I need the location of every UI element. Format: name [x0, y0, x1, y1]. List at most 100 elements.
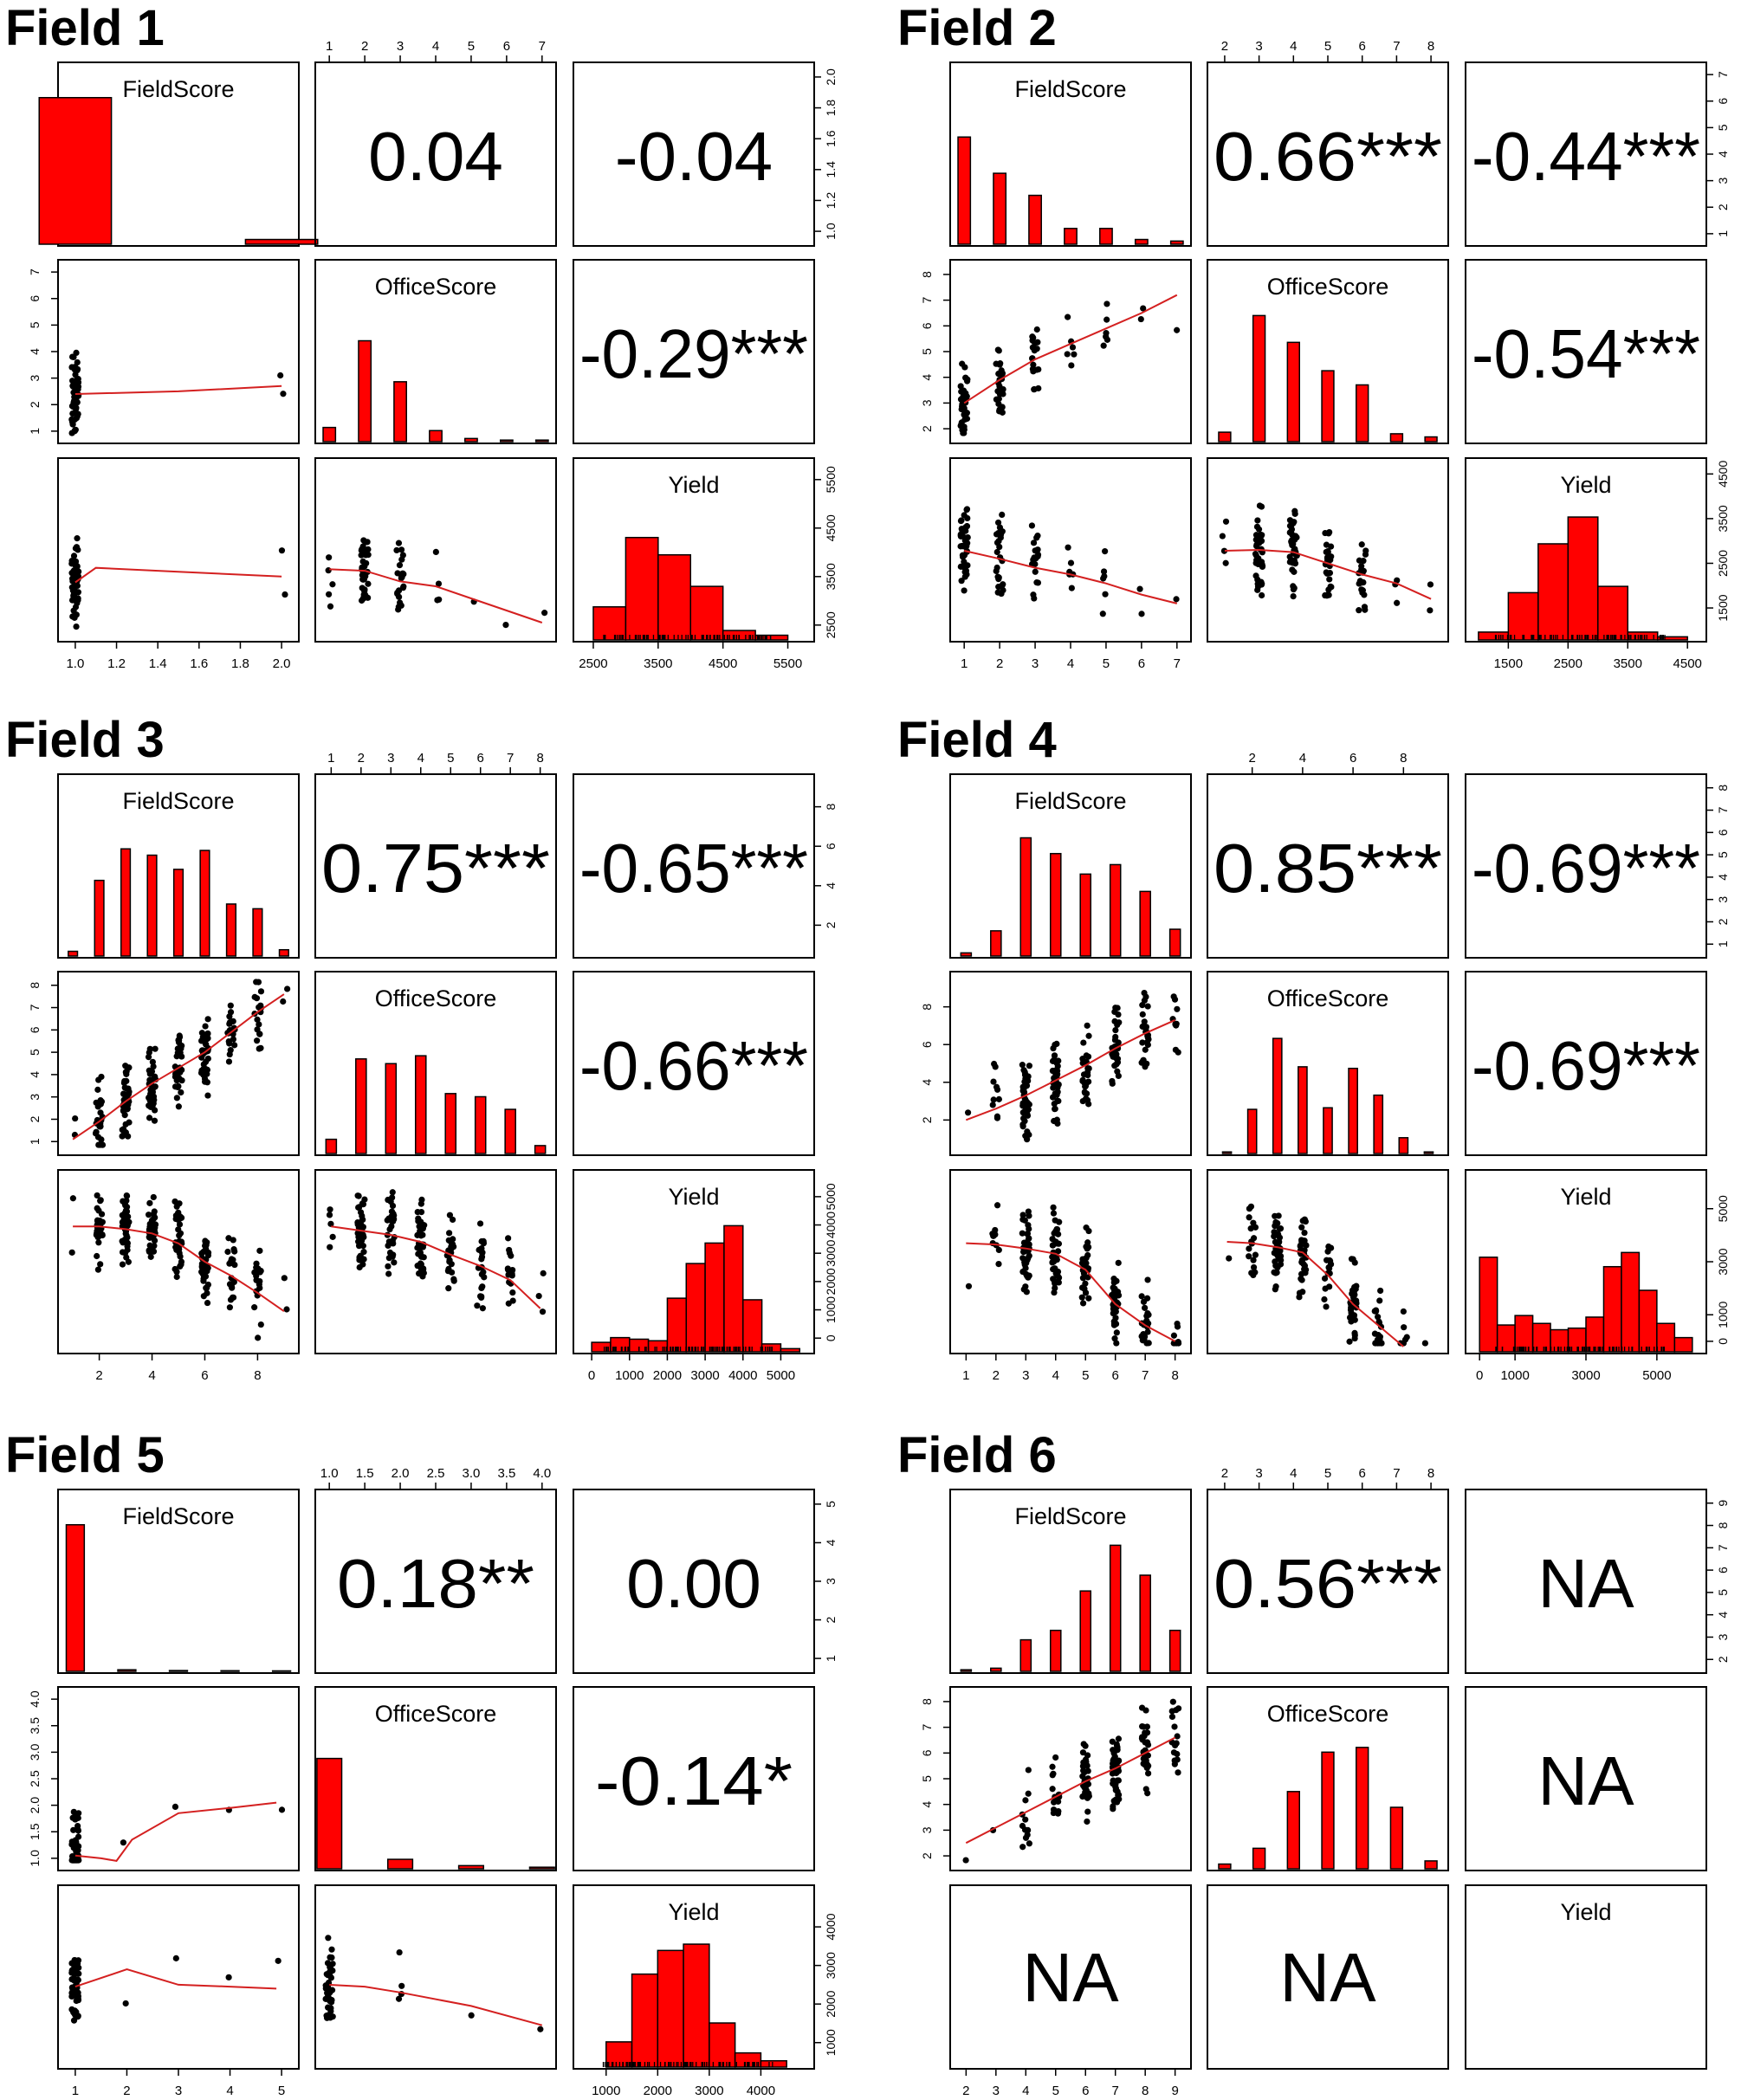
- left-axis-tick-label: 5: [28, 321, 42, 328]
- scatter-point: [251, 1304, 258, 1311]
- scatter-point: [1139, 1039, 1146, 1046]
- scatter-point: [1174, 1756, 1181, 1763]
- cell-frame: [1207, 457, 1449, 643]
- cell-frame: [57, 1489, 300, 1674]
- cell-r2-c1: [57, 1686, 300, 1871]
- scatter-point: [449, 1241, 456, 1248]
- left-axis-tick-label: 4: [28, 1071, 42, 1078]
- bottom-axis-tick-label: 2000: [653, 1368, 682, 1383]
- scatter-point: [204, 1030, 211, 1037]
- cell-frame: [1207, 259, 1449, 444]
- scatter-point: [993, 564, 1000, 572]
- scatter-point: [72, 545, 80, 552]
- scatter-point: [73, 623, 80, 630]
- correlation-value: -0.69***: [1472, 830, 1700, 907]
- cell-r3-c2: [314, 1169, 557, 1354]
- left-axis-tick-label: 8: [28, 982, 42, 989]
- left-axis-tick-label: 5: [920, 1775, 934, 1782]
- right-axis-tick-label: 4: [1716, 151, 1730, 158]
- top-axis-tick-label: 4: [432, 39, 439, 54]
- scatter-point: [364, 539, 371, 546]
- scatter-point: [275, 1957, 282, 1964]
- scatter-point: [993, 360, 1000, 367]
- scatter-point: [71, 1962, 78, 1969]
- scatter-point: [959, 403, 966, 410]
- histogram-bar: [278, 948, 289, 957]
- right-axis-tick-label: 1: [1716, 230, 1730, 237]
- cell-frame: [57, 971, 300, 1156]
- left-axis-tick-label: 8: [920, 1004, 934, 1011]
- scatter-point: [365, 546, 372, 553]
- right-axis-tick-label: 0: [824, 1334, 838, 1341]
- scatter-point: [176, 1250, 183, 1257]
- scatter-point: [226, 1018, 234, 1026]
- scatter-point: [1253, 557, 1260, 564]
- scatter-point: [1246, 1253, 1252, 1260]
- na-label: NA: [1279, 1939, 1376, 2016]
- top-axis-tick-label: 7: [1393, 39, 1400, 54]
- bottom-axis-tick-label: 6: [1138, 656, 1145, 671]
- lowess-line: [963, 294, 1178, 404]
- correlation-value: -0.69***: [1472, 1027, 1700, 1104]
- cell-r1-c1: FieldScore: [57, 773, 300, 959]
- scatter-point: [1052, 1265, 1058, 1272]
- scatter-point: [121, 1112, 128, 1119]
- scatter-point: [226, 1304, 233, 1311]
- left-axis-tick-label: 3.0: [28, 1743, 42, 1761]
- right-axis-tick-label: 6: [824, 843, 838, 850]
- bottom-axis-tick-label: 3: [1032, 656, 1039, 671]
- cell-frame: [1207, 1884, 1449, 2070]
- scatter-point: [1348, 1309, 1355, 1316]
- scatter-point: [1078, 1284, 1086, 1291]
- scatter-point: [200, 1293, 207, 1300]
- scatter-point: [1351, 1316, 1358, 1323]
- scatter-point: [119, 1261, 126, 1268]
- histogram-bar: [271, 1670, 292, 1672]
- scatter-point: [93, 1099, 100, 1106]
- histogram-bar: [1218, 431, 1232, 443]
- scatter-point: [1031, 385, 1038, 393]
- left-axis-tick-label: 8: [920, 1698, 934, 1705]
- scatter-point: [1000, 385, 1006, 393]
- scatter-point: [329, 581, 336, 588]
- scatter-point: [1144, 1032, 1151, 1039]
- right-axis-tick-label: 6: [1716, 98, 1730, 105]
- histogram-bar: [94, 879, 105, 957]
- scatter-point: [1033, 579, 1040, 586]
- scatter-point: [389, 1189, 396, 1196]
- right-axis-tick-label: 3: [824, 1578, 838, 1585]
- scatter-point: [964, 376, 971, 383]
- right-axis-tick-label: 1: [824, 1655, 838, 1662]
- scatter-point: [1114, 1056, 1121, 1063]
- bottom-axis-tick-label: 5500: [773, 656, 802, 671]
- left-axis-tick-label: 8: [920, 271, 934, 278]
- variable-label: FieldScore: [1014, 788, 1126, 814]
- scatter-point: [150, 1100, 157, 1107]
- cell-r3-c2: [314, 457, 557, 643]
- field-title: Field 1: [5, 0, 165, 56]
- scatter-point: [253, 1037, 261, 1044]
- right-axis-tick-label: 1: [1716, 940, 1730, 947]
- scatter-point: [1050, 1210, 1058, 1217]
- lowess-line: [74, 566, 282, 584]
- scatter-point: [230, 1278, 237, 1285]
- scatter-point: [226, 1013, 233, 1020]
- histogram-bar: [683, 1943, 710, 2068]
- scatter-point: [1253, 523, 1261, 530]
- cell-r1-c1: FieldScore: [949, 61, 1192, 247]
- scatter-point: [509, 1289, 516, 1296]
- scatter-point: [94, 1086, 101, 1093]
- scatter-point: [385, 1242, 392, 1250]
- scatter-point: [329, 1233, 336, 1240]
- cell-r1-c3: NA: [1465, 1489, 1707, 1674]
- scatter-point: [1142, 1024, 1149, 1031]
- scatter-point: [365, 580, 372, 587]
- top-axis-tick-label: 3.5: [497, 1466, 515, 1481]
- scatter-point: [1033, 326, 1040, 333]
- histogram-bar: [117, 1669, 137, 1672]
- scatter-point: [226, 1040, 233, 1047]
- scatter-point: [993, 548, 1000, 556]
- scatter-point: [1053, 1040, 1060, 1048]
- bottom-axis-tick-label: 2000: [644, 2084, 672, 2098]
- scatter-point: [998, 367, 1005, 374]
